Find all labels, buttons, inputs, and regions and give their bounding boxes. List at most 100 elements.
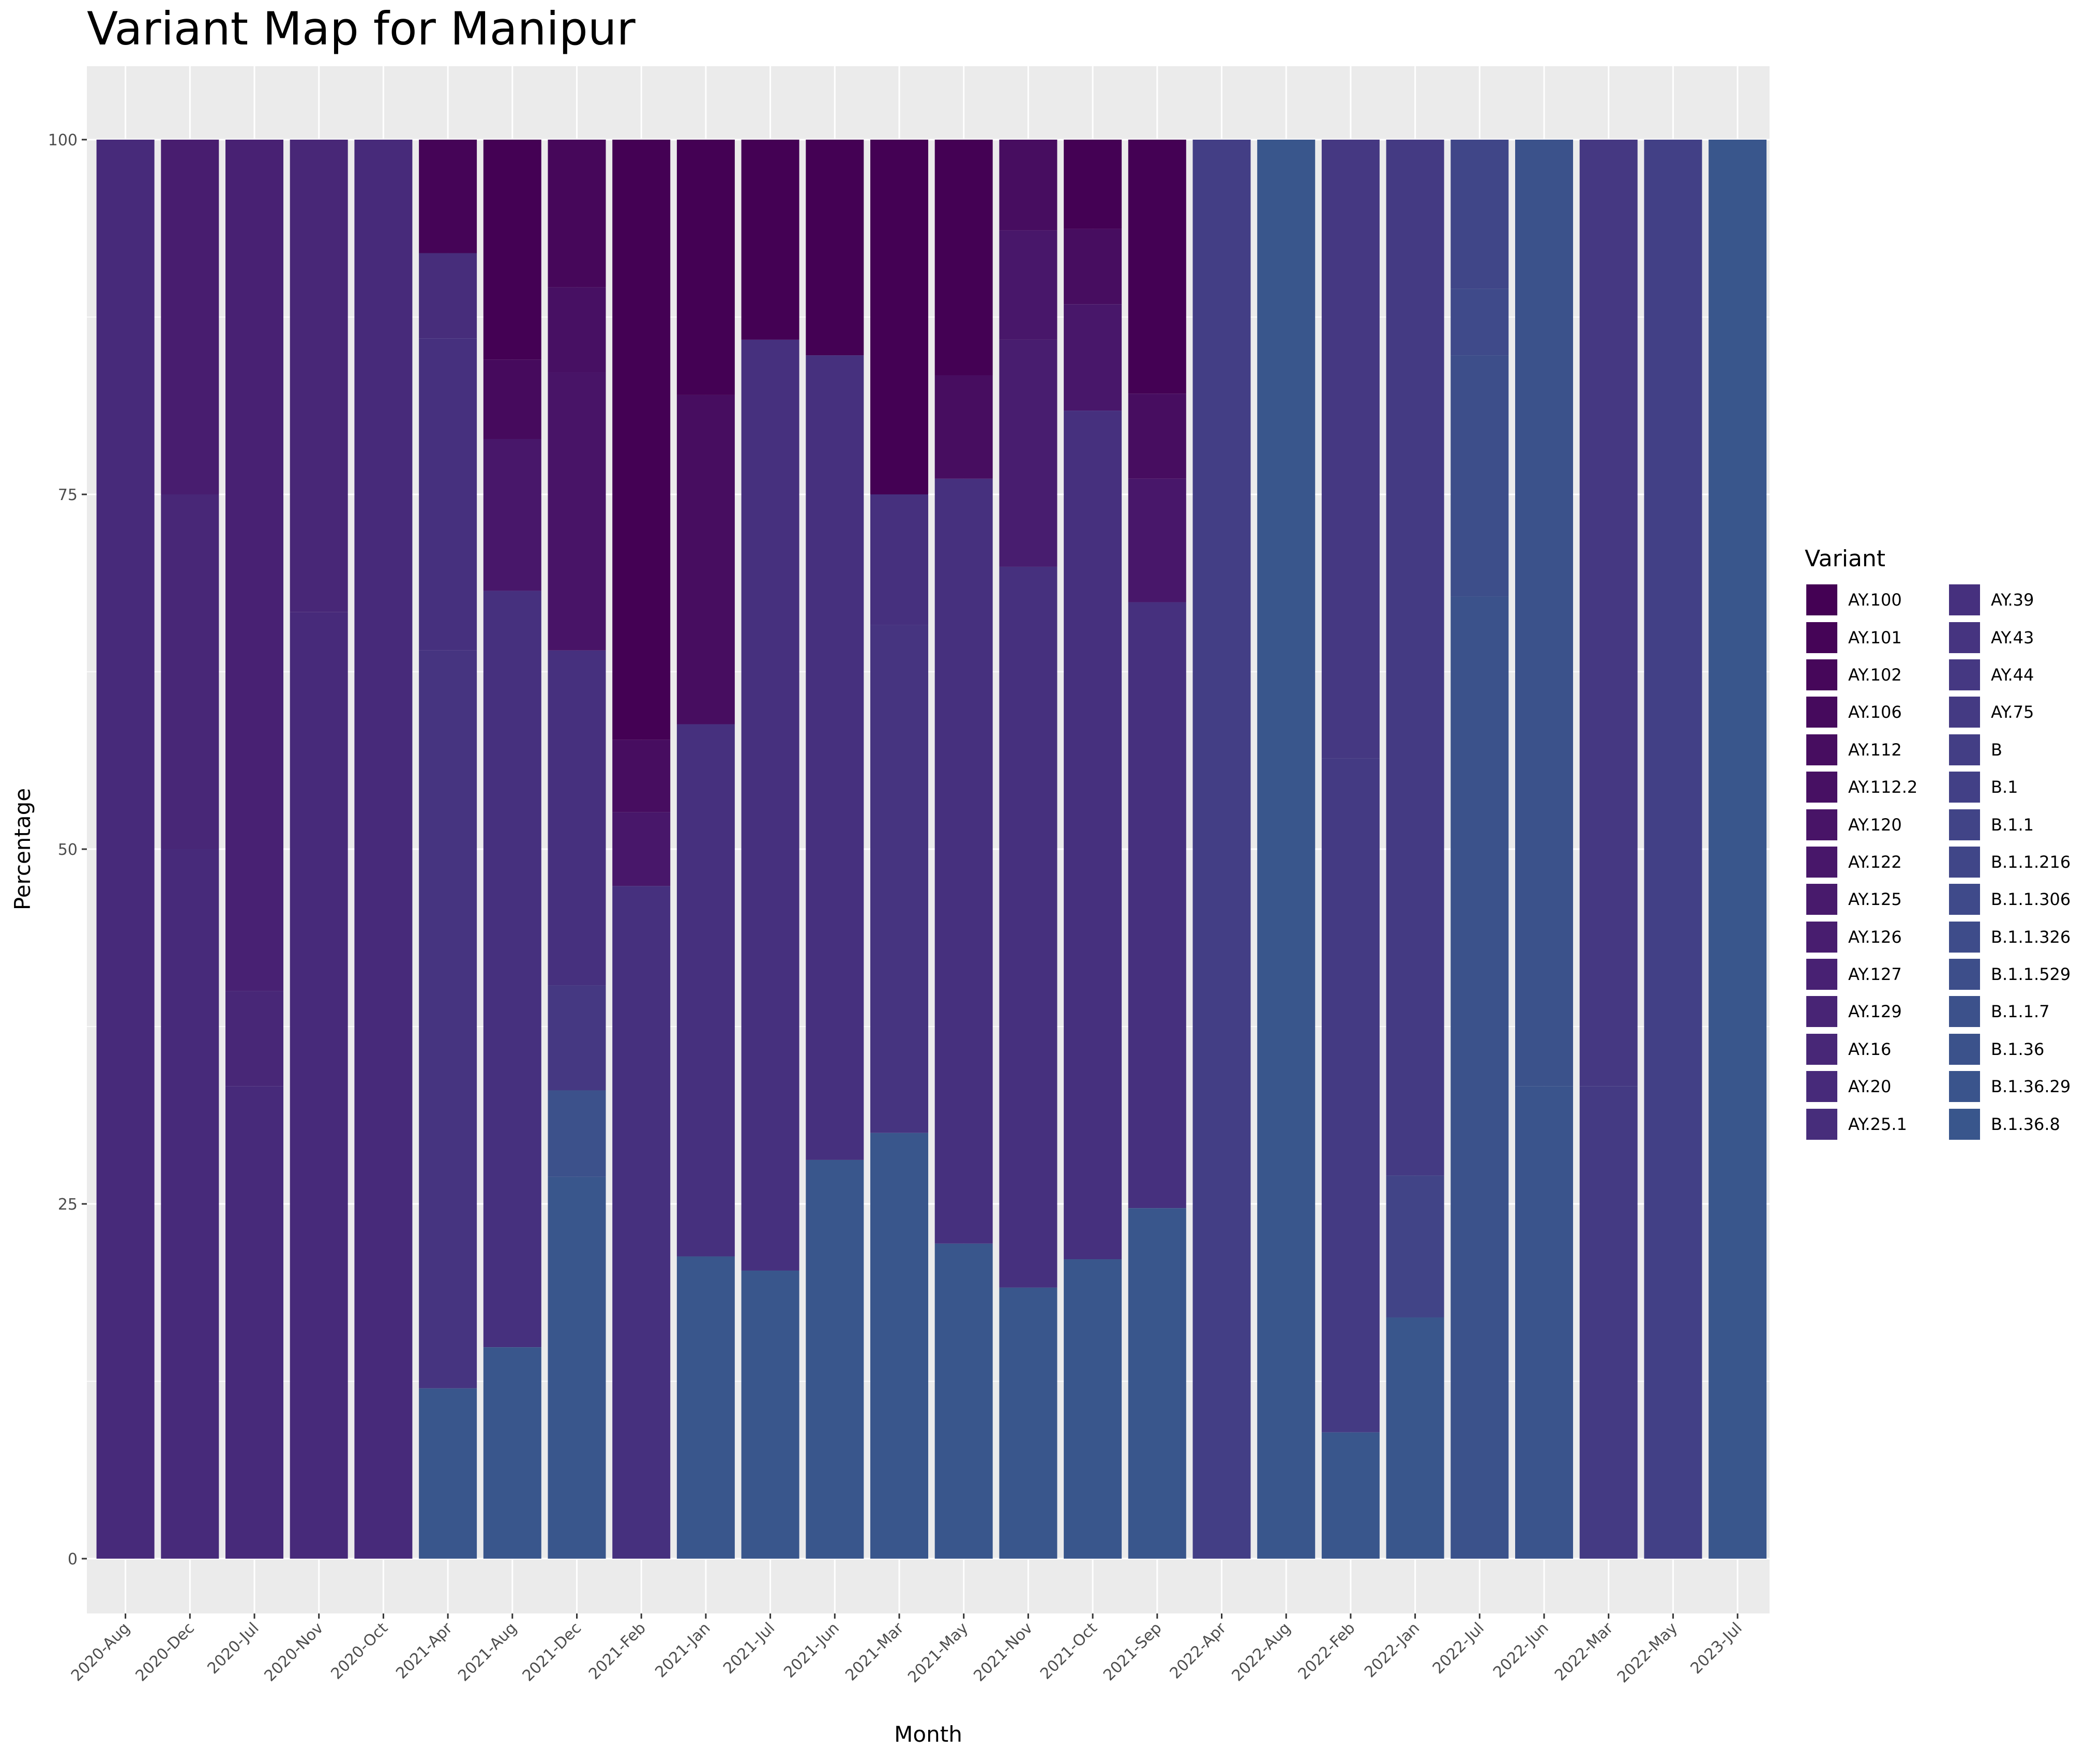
x-axis-title: Month bbox=[894, 1722, 962, 1747]
x-tick-label: 2022-Feb bbox=[1295, 1619, 1359, 1683]
legend-label: AY.25.1 bbox=[1848, 1114, 1907, 1134]
legend-key bbox=[1947, 695, 1982, 730]
bar-segment: 2022-Jul — B.1.1.216: 10.5 bbox=[1451, 140, 1509, 289]
bar-segment: 2021-Nov — AY.122: 7.7 bbox=[999, 230, 1057, 340]
bar-segment: 2022-Jul — B.1.36: 67.8 bbox=[1451, 596, 1509, 1559]
bar-segment: 2021-Oct — AY.122: 7.5 bbox=[1064, 304, 1122, 411]
legend-label: B bbox=[1991, 740, 2002, 760]
legend-label: AY.20 bbox=[1848, 1077, 1892, 1097]
bar-segment: 2021-Jan — AY.112: 23.2 bbox=[676, 395, 735, 725]
legend-item: AY.16 bbox=[1805, 1031, 1947, 1068]
bar-segment: 2020-Nov — AY.16: 33.3 bbox=[290, 140, 348, 612]
legend-item: AY.20 bbox=[1805, 1068, 1947, 1105]
legend-key bbox=[1947, 657, 1982, 692]
legend-item: AY.112.2 bbox=[1805, 768, 1947, 806]
legend-item: B.1.1.7 bbox=[1947, 993, 2090, 1030]
legend-item: AY.106 bbox=[1805, 693, 1947, 731]
x-tick-label: 2021-Jun bbox=[780, 1619, 843, 1682]
legend-label: AY.127 bbox=[1848, 964, 1902, 985]
bar-segment: 2021-Apr — AY.101: 8 bbox=[419, 140, 477, 253]
bar-segment: 2022-Jun — B.1.36: 66.7 bbox=[1515, 140, 1573, 1087]
legend-label: B.1.1.529 bbox=[1991, 964, 2071, 985]
bar-segment: 2021-Dec — B.1.36.8: 26.9 bbox=[548, 1176, 606, 1559]
legend-label: AY.112.2 bbox=[1848, 777, 1918, 797]
legend-item: AY.125 bbox=[1805, 881, 1947, 918]
bar-segment: 2021-Jan — B.1.36.8: 21.3 bbox=[676, 1256, 735, 1559]
legend-label: AY.120 bbox=[1848, 814, 1902, 835]
legend-item: AY.39 bbox=[1947, 581, 2090, 618]
x-tick-label: 2022-Apr bbox=[1167, 1619, 1230, 1682]
legend-key bbox=[1805, 770, 1839, 805]
bar-segment: 2020-Jul — AY.127: 60 bbox=[225, 140, 283, 991]
bar-segment: 2021-Sep — AY.39: 42.7 bbox=[1128, 602, 1186, 1209]
legend-key bbox=[1947, 919, 1982, 954]
legend-item: B.1 bbox=[1947, 768, 2090, 806]
bar-segment: 2021-Nov — AY.126: 16 bbox=[999, 339, 1057, 567]
legend-item: B.1.1.216 bbox=[1947, 843, 2090, 881]
legend-key bbox=[1947, 620, 1982, 655]
bar-segment: 2021-Jul — AY.100: 14.1 bbox=[741, 140, 799, 340]
bar-segment: 2020-Nov — AY.20: 66.7 bbox=[290, 612, 348, 1559]
legend-label: AY.75 bbox=[1991, 702, 2034, 722]
bar-segment: 2021-Aug — AY.122: 10.7 bbox=[483, 439, 541, 591]
legend-label: AY.126 bbox=[1848, 927, 1902, 947]
x-tick-label: 2021-May bbox=[904, 1619, 972, 1686]
legend: Variant AY.100 AY.101 AY.102 AY.106 AY.112 AY… bbox=[1805, 546, 2090, 1143]
bar-segment: 2021-Dec — AY.102: 10.4 bbox=[548, 140, 606, 288]
x-tick-label: 2020-Aug bbox=[68, 1619, 133, 1685]
legend-label: B.1.1.216 bbox=[1991, 852, 2071, 872]
legend-item: AY.102 bbox=[1805, 656, 1947, 693]
legend-label: B.1.1.7 bbox=[1991, 1002, 2050, 1022]
legend-item: AY.75 bbox=[1947, 693, 2090, 731]
bar-segment: 2022-Feb — B.1.36.8: 8.9 bbox=[1321, 1432, 1380, 1559]
bar-segment: 2021-Jan — AY.100: 18 bbox=[676, 140, 735, 395]
legend-key bbox=[1947, 844, 1982, 879]
legend-key bbox=[1947, 957, 1982, 992]
bar-segment: 2021-Sep — AY.112: 6 bbox=[1128, 394, 1186, 479]
x-tick-label: 2022-May bbox=[1614, 1619, 1681, 1686]
x-tick-label: 2020-Oct bbox=[327, 1619, 391, 1683]
x-tick-label: 2021-Mar bbox=[842, 1619, 908, 1684]
bar-segment: 2022-Feb — AY.44: 43.6 bbox=[1321, 140, 1380, 759]
legend-item: AY.43 bbox=[1947, 618, 2090, 656]
y-axis-title: Percentage bbox=[10, 788, 35, 910]
bar-segment: 2020-Jul — AY.16: 6.7 bbox=[225, 991, 283, 1087]
bar-segment: 2021-Jun — AY.39: 56.7 bbox=[806, 355, 864, 1160]
legend-key bbox=[1805, 957, 1839, 992]
legend-label: B.1.36.29 bbox=[1991, 1077, 2071, 1097]
bar-segment: 2020-Dec — AY.16: 25 bbox=[161, 494, 219, 849]
legend-item: B.1.1.326 bbox=[1947, 918, 2090, 956]
legend-columns: AY.100 AY.101 AY.102 AY.106 AY.112 AY.112.2 AY… bbox=[1805, 581, 2090, 1143]
legend-key bbox=[1947, 770, 1982, 805]
legend-item: B bbox=[1947, 731, 2090, 768]
bar-segment: 2021-Apr — AY.39: 22 bbox=[419, 338, 477, 651]
legend-column: AY.39 AY.43 AY.44 AY.75 B B.1 B.1.1 B.1.1.216 B.… bbox=[1947, 581, 2090, 1143]
bar-segment: 2021-Nov — AY.112: 6.4 bbox=[999, 140, 1057, 231]
legend-item: B.1.1.529 bbox=[1947, 956, 2090, 993]
bar-segment: 2020-Oct — AY.20: 100 bbox=[354, 140, 413, 1559]
bar-segment: 2020-Dec — AY.20: 50 bbox=[161, 849, 219, 1559]
legend-label: AY.106 bbox=[1848, 702, 1902, 722]
bar-segment: 2021-Jan — AY.39: 37.5 bbox=[676, 724, 735, 1257]
legend-key bbox=[1805, 695, 1839, 730]
x-tick-label: 2020-Jul bbox=[204, 1619, 262, 1678]
bar-segment: 2021-Aug — AY.106: 5.6 bbox=[483, 359, 541, 439]
bar-segment: 2021-Oct — AY.100: 6.3 bbox=[1064, 140, 1122, 229]
legend-key bbox=[1805, 583, 1839, 617]
bar-segment: 2021-Jun — AY.100: 15.2 bbox=[806, 140, 864, 356]
bar-segment: 2020-Jul — AY.20: 33.3 bbox=[225, 1086, 283, 1559]
legend-key bbox=[1805, 807, 1839, 842]
bar-segment: 2021-Aug — AY.100: 15.5 bbox=[483, 140, 541, 360]
bar-segment: 2021-Mar — B.1.36.8: 30 bbox=[870, 1133, 928, 1559]
bar-segment: 2021-May — AY.39: 53.9 bbox=[934, 478, 993, 1244]
bar-segment: 2022-Jan — B.1.36.8: 17 bbox=[1386, 1317, 1444, 1559]
legend-label: AY.39 bbox=[1991, 590, 2034, 610]
y-axis: 0 25 50 75 100 bbox=[48, 131, 87, 1568]
legend-key bbox=[1805, 1032, 1839, 1066]
legend-item: AY.101 bbox=[1805, 618, 1947, 656]
bar-segment: 2022-Mar — AY.75: 33.3 bbox=[1579, 1086, 1638, 1559]
x-tick-label: 2022-Jan bbox=[1361, 1619, 1423, 1681]
